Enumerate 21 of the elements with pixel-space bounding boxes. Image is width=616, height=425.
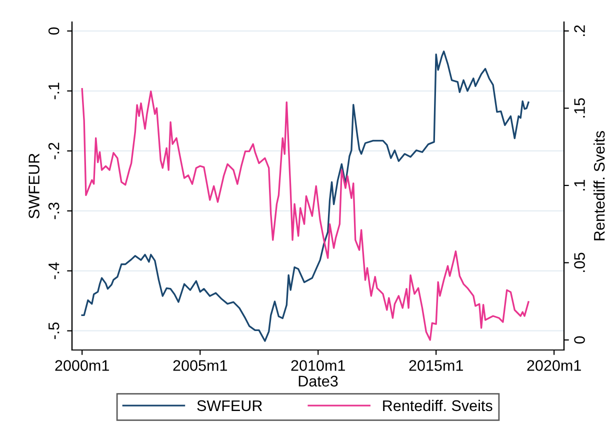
x-tick-label: 2005m1: [173, 360, 227, 371]
y-tick-label: -.5: [48, 322, 60, 340]
y-tick-label: 0: [48, 27, 60, 35]
y2-tick-label: .15: [574, 98, 585, 118]
legend-label: Rentediff. Sveits: [383, 400, 492, 412]
y2-tick-label: .05: [574, 252, 585, 272]
y-tick-label: -.2: [48, 142, 60, 160]
y2-tick-label: .1: [574, 180, 585, 190]
y2-axis-title: Rentediff. Sveits: [594, 131, 605, 240]
x-tick-label: 2020m1: [527, 360, 581, 371]
x-tick-label: 2015m1: [409, 360, 463, 371]
y-tick-label: -.1: [48, 82, 60, 100]
legend-label: SWFEUR: [197, 400, 262, 412]
x-tick-label: 2000m1: [55, 360, 109, 371]
y2-tick-label: 0: [574, 336, 585, 344]
x-axis-title: Date3: [298, 376, 338, 387]
y-tick-label: -.4: [48, 262, 60, 280]
y-axis-title: SWFEUR: [28, 154, 40, 218]
y2-tick-label: .2: [574, 25, 585, 36]
x-tick-label: 2010m1: [291, 360, 345, 371]
y-tick-label: -.3: [48, 202, 60, 220]
